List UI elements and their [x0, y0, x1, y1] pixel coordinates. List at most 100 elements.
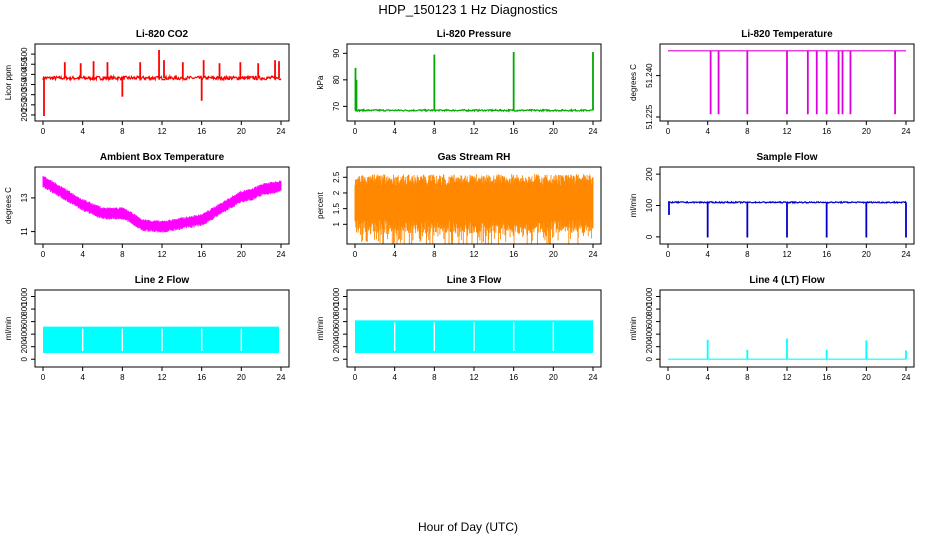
x-tick-label: 24: [277, 250, 286, 259]
y-axis-label: degrees C: [4, 187, 13, 224]
y-axis-label: kPa: [316, 75, 325, 89]
panel-line3: Line 3 Flow ml/min 0 4 8 12 16 20 24 0 20040060080…: [316, 275, 602, 382]
y-tick-label: 1000: [645, 287, 654, 305]
panel-title: Gas Stream RH: [438, 152, 511, 163]
plot-frame: [34, 43, 290, 122]
plot-frame: [34, 166, 290, 245]
x-tick-label: 0: [353, 250, 358, 259]
series-fill: [43, 326, 280, 353]
plot-area: [42, 175, 282, 233]
x-tick-label: 20: [862, 127, 871, 136]
y-tick-label: 500: [20, 47, 29, 61]
x-tick-label: 12: [783, 127, 792, 136]
y-axis-label: ml/min: [629, 317, 638, 341]
x-tick-label: 0: [666, 127, 671, 136]
y-tick-label: 90: [332, 48, 341, 57]
x-tick-label: 4: [80, 373, 85, 382]
y-axis-label: ml/min: [629, 194, 638, 218]
plot-area: [668, 50, 906, 115]
x-tick-label: 8: [432, 250, 437, 259]
y-axis-label: ml/min: [4, 317, 13, 341]
plot-area: [354, 174, 594, 244]
y-tick-label: 400: [332, 327, 341, 341]
y-tick-label: 300: [20, 87, 29, 101]
y-tick-label: 100: [645, 198, 654, 212]
x-tick-label: 24: [902, 250, 911, 259]
y-tick-label: 200: [645, 167, 654, 181]
x-tick-label: 20: [237, 127, 246, 136]
figure-title: HDP_150123 1 Hz Diagnostics: [378, 2, 558, 17]
x-tick-label: 12: [158, 373, 167, 382]
panel-line4: Line 4 (LT) Flow ml/min 0 4 8 12 16 20 24 0 200400…: [629, 275, 915, 382]
panel-title: Line 2 Flow: [135, 275, 190, 286]
plot-area: [668, 338, 907, 360]
y-tick-label: 400: [20, 67, 29, 81]
x-tick-label: 4: [705, 127, 710, 136]
panel-title: Line 3 Flow: [447, 275, 502, 286]
y-tick-label: 80: [332, 75, 341, 84]
plot-area: [355, 320, 593, 353]
x-tick-label: 20: [549, 250, 558, 259]
y-tick-label: 800: [20, 302, 29, 316]
y-tick-label: 600: [645, 314, 654, 328]
y-tick-label: 11: [20, 227, 29, 236]
panel-title: Ambient Box Temperature: [100, 152, 225, 163]
x-tick-label: 4: [80, 250, 85, 259]
x-tick-label: 20: [237, 373, 246, 382]
y-axis-label: Licor ppm: [4, 65, 13, 100]
x-tick-label: 8: [120, 250, 125, 259]
x-tick-label: 4: [392, 373, 397, 382]
x-tick-label: 8: [745, 373, 750, 382]
series-line: [42, 73, 282, 82]
y-tick-label: 13: [20, 193, 29, 202]
x-tick-label: 24: [902, 373, 911, 382]
x-tick-label: 16: [197, 250, 206, 259]
x-tick-label: 20: [549, 127, 558, 136]
y-tick-label: 1000: [20, 287, 29, 305]
x-tick-label: 4: [392, 250, 397, 259]
x-tick-label: 0: [41, 373, 46, 382]
series-line: [354, 108, 594, 113]
panel-title: Li-820 Pressure: [437, 29, 512, 40]
panel-title: Li-820 CO2: [136, 29, 189, 40]
panel-title: Li-820 Temperature: [741, 29, 833, 40]
panel-pressure: Li-820 Pressure kPa 0 4 8 12 16 20 24 70 80 90: [316, 29, 602, 136]
x-tick-label: 16: [197, 373, 206, 382]
x-tick-label: 8: [120, 373, 125, 382]
y-tick-label: 600: [20, 314, 29, 328]
x-tick-label: 16: [509, 127, 518, 136]
x-tick-label: 16: [822, 250, 831, 259]
y-tick-label: 250: [20, 98, 29, 112]
y-axis-label: degrees C: [629, 64, 638, 101]
y-axis-label: ml/min: [316, 317, 325, 341]
x-tick-label: 16: [822, 373, 831, 382]
x-tick-label: 8: [745, 250, 750, 259]
panel-rh: Gas Stream RH percent 0 4 8 12 16 20 24 1 1.5 2 2.5: [316, 152, 602, 259]
y-tick-label: 200: [645, 339, 654, 353]
x-tick-label: 12: [470, 373, 479, 382]
plot-area: [354, 51, 594, 113]
panel-ambient: Ambient Box Temperature degrees C 0 4 8 12 16 2…: [4, 152, 290, 259]
x-tick-label: 12: [158, 127, 167, 136]
x-tick-label: 24: [589, 250, 598, 259]
panel-line2: Line 2 Flow ml/min 0 4 8 12 16 20 24 0 20040060080…: [4, 275, 290, 382]
x-axis-label: Hour of Day (UTC): [418, 520, 518, 534]
y-tick-label: 800: [332, 302, 341, 316]
plot-area: [42, 50, 282, 116]
panel-title: Sample Flow: [756, 152, 817, 163]
x-tick-label: 24: [277, 373, 286, 382]
x-tick-label: 8: [120, 127, 125, 136]
x-tick-label: 4: [705, 250, 710, 259]
y-tick-label: 400: [20, 327, 29, 341]
y-tick-label: 1000: [332, 287, 341, 305]
x-tick-label: 16: [509, 250, 518, 259]
x-tick-label: 16: [509, 373, 518, 382]
plot-area: [667, 200, 907, 238]
x-tick-label: 12: [470, 250, 479, 259]
y-tick-label: 0: [645, 234, 654, 239]
x-tick-label: 16: [822, 127, 831, 136]
y-tick-label: 2: [332, 190, 341, 195]
x-tick-label: 0: [666, 250, 671, 259]
x-tick-label: 20: [549, 373, 558, 382]
